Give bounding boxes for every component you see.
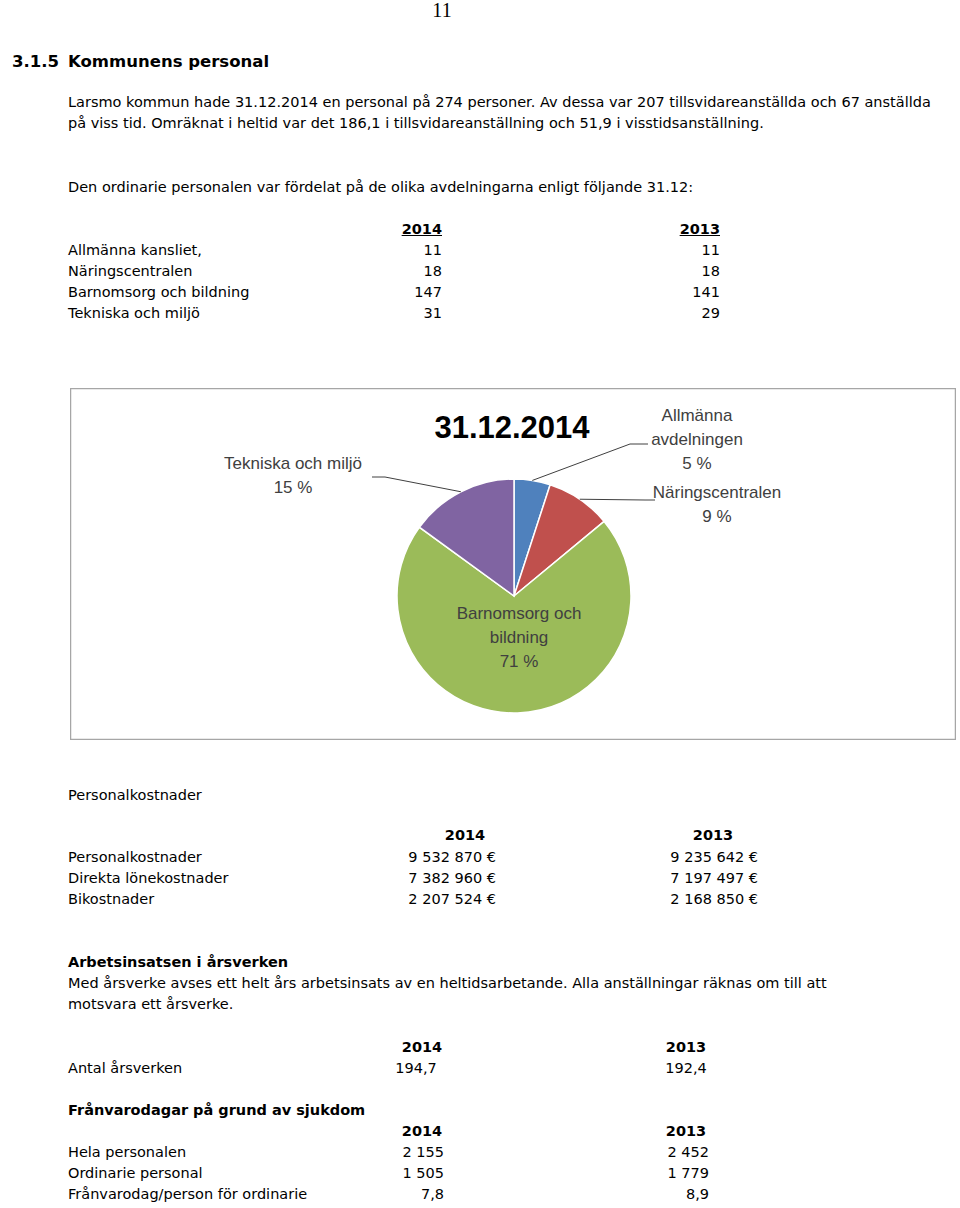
leader-line xyxy=(532,444,648,480)
chart-title: 31.12.2014 xyxy=(434,410,590,445)
cell: 11 xyxy=(424,240,442,261)
column-header: 2014 xyxy=(445,825,485,846)
leader-line xyxy=(372,477,461,492)
slice-label: Allmänna avdelningen5 % xyxy=(642,404,752,476)
column-header: 2013 xyxy=(680,219,720,240)
column-header: 2013 xyxy=(693,825,733,846)
cell: 7 382 960 € xyxy=(408,868,496,889)
row-label: Näringscentralen xyxy=(68,261,192,282)
section-number: 3.1.5 xyxy=(12,51,59,72)
cell: 7,8 xyxy=(421,1184,444,1205)
cell: 31 xyxy=(424,303,442,324)
description: Med årsverke avses ett helt års arbetsin… xyxy=(68,973,898,1015)
category-label: Tekniska och miljö xyxy=(224,452,362,476)
row-label: Personalkostnader xyxy=(68,847,202,868)
cell: 11 xyxy=(702,240,720,261)
column-header: 2013 xyxy=(666,1121,706,1142)
cell: 2 207 524 € xyxy=(408,889,496,910)
row-label: Allmänna kansliet, xyxy=(68,240,202,261)
slice-label: Barnomsorg och bildning71 % xyxy=(444,602,594,674)
cell: 2 155 xyxy=(402,1142,444,1163)
page-number: 11 xyxy=(432,0,451,21)
row-label: Hela personalen xyxy=(68,1142,186,1163)
cell: 18 xyxy=(702,261,720,282)
slice-label: Näringscentralen9 % xyxy=(617,481,817,529)
column-header: 2014 xyxy=(402,219,442,240)
column-header: 2013 xyxy=(666,1037,706,1058)
section-title: Personalkostnader xyxy=(68,785,202,806)
category-label: Allmänna avdelningen xyxy=(642,404,752,452)
cell: 141 xyxy=(692,282,720,303)
cell: 194,7 xyxy=(395,1058,437,1079)
row-label: Bikostnader xyxy=(68,889,154,910)
cell: 7 197 497 € xyxy=(670,868,758,889)
value-label: 71 % xyxy=(500,650,539,674)
row-label: Antal årsverken xyxy=(68,1058,182,1079)
row-label: Barnomsorg och bildning xyxy=(68,282,249,303)
cell: 192,4 xyxy=(665,1058,707,1079)
row-label: Direkta lönekostnader xyxy=(68,868,229,889)
row-label: Tekniska och miljö xyxy=(68,303,200,324)
cell: 9 235 642 € xyxy=(670,847,758,868)
cell: 1 779 xyxy=(667,1163,709,1184)
section-title: Arbetsinsatsen i årsverken xyxy=(68,952,288,973)
cell: 1 505 xyxy=(402,1163,444,1184)
value-label: 9 % xyxy=(702,505,731,529)
pie-slice xyxy=(419,479,514,596)
cell: 8,9 xyxy=(686,1184,709,1205)
row-label: Ordinarie personal xyxy=(68,1163,203,1184)
section-title: Frånvarodagar på grund av sjukdom xyxy=(68,1100,365,1121)
value-label: 15 % xyxy=(274,476,313,500)
cell: 29 xyxy=(702,303,720,324)
page: 11 3.1.5 Kommunens personal Larsmo kommun h… xyxy=(0,0,960,1208)
cell: 18 xyxy=(424,261,442,282)
category-label: Barnomsorg och bildning xyxy=(444,602,594,650)
column-header: 2014 xyxy=(402,1121,442,1142)
chart-frame xyxy=(71,389,956,740)
cell: 2 452 xyxy=(667,1142,709,1163)
slices xyxy=(397,479,631,713)
section-title: Kommunens personal xyxy=(68,51,269,72)
cell: 147 xyxy=(414,282,442,303)
cell: 9 532 870 € xyxy=(408,847,496,868)
pie-chart: 31.12.2014 xyxy=(70,388,956,740)
leader-line xyxy=(580,499,655,501)
category-label: Näringscentralen xyxy=(653,481,782,505)
slice-label: Tekniska och miljö15 % xyxy=(193,452,393,500)
column-header: 2014 xyxy=(402,1037,442,1058)
value-label: 5 % xyxy=(682,452,711,476)
paragraph: Den ordinarie personalen var fördelat på… xyxy=(68,177,693,198)
intro-paragraph: Larsmo kommun hade 31.12.2014 en persona… xyxy=(68,92,948,134)
cell: 2 168 850 € xyxy=(670,889,758,910)
row-label: Frånvarodag/person för ordinarie xyxy=(68,1184,307,1205)
